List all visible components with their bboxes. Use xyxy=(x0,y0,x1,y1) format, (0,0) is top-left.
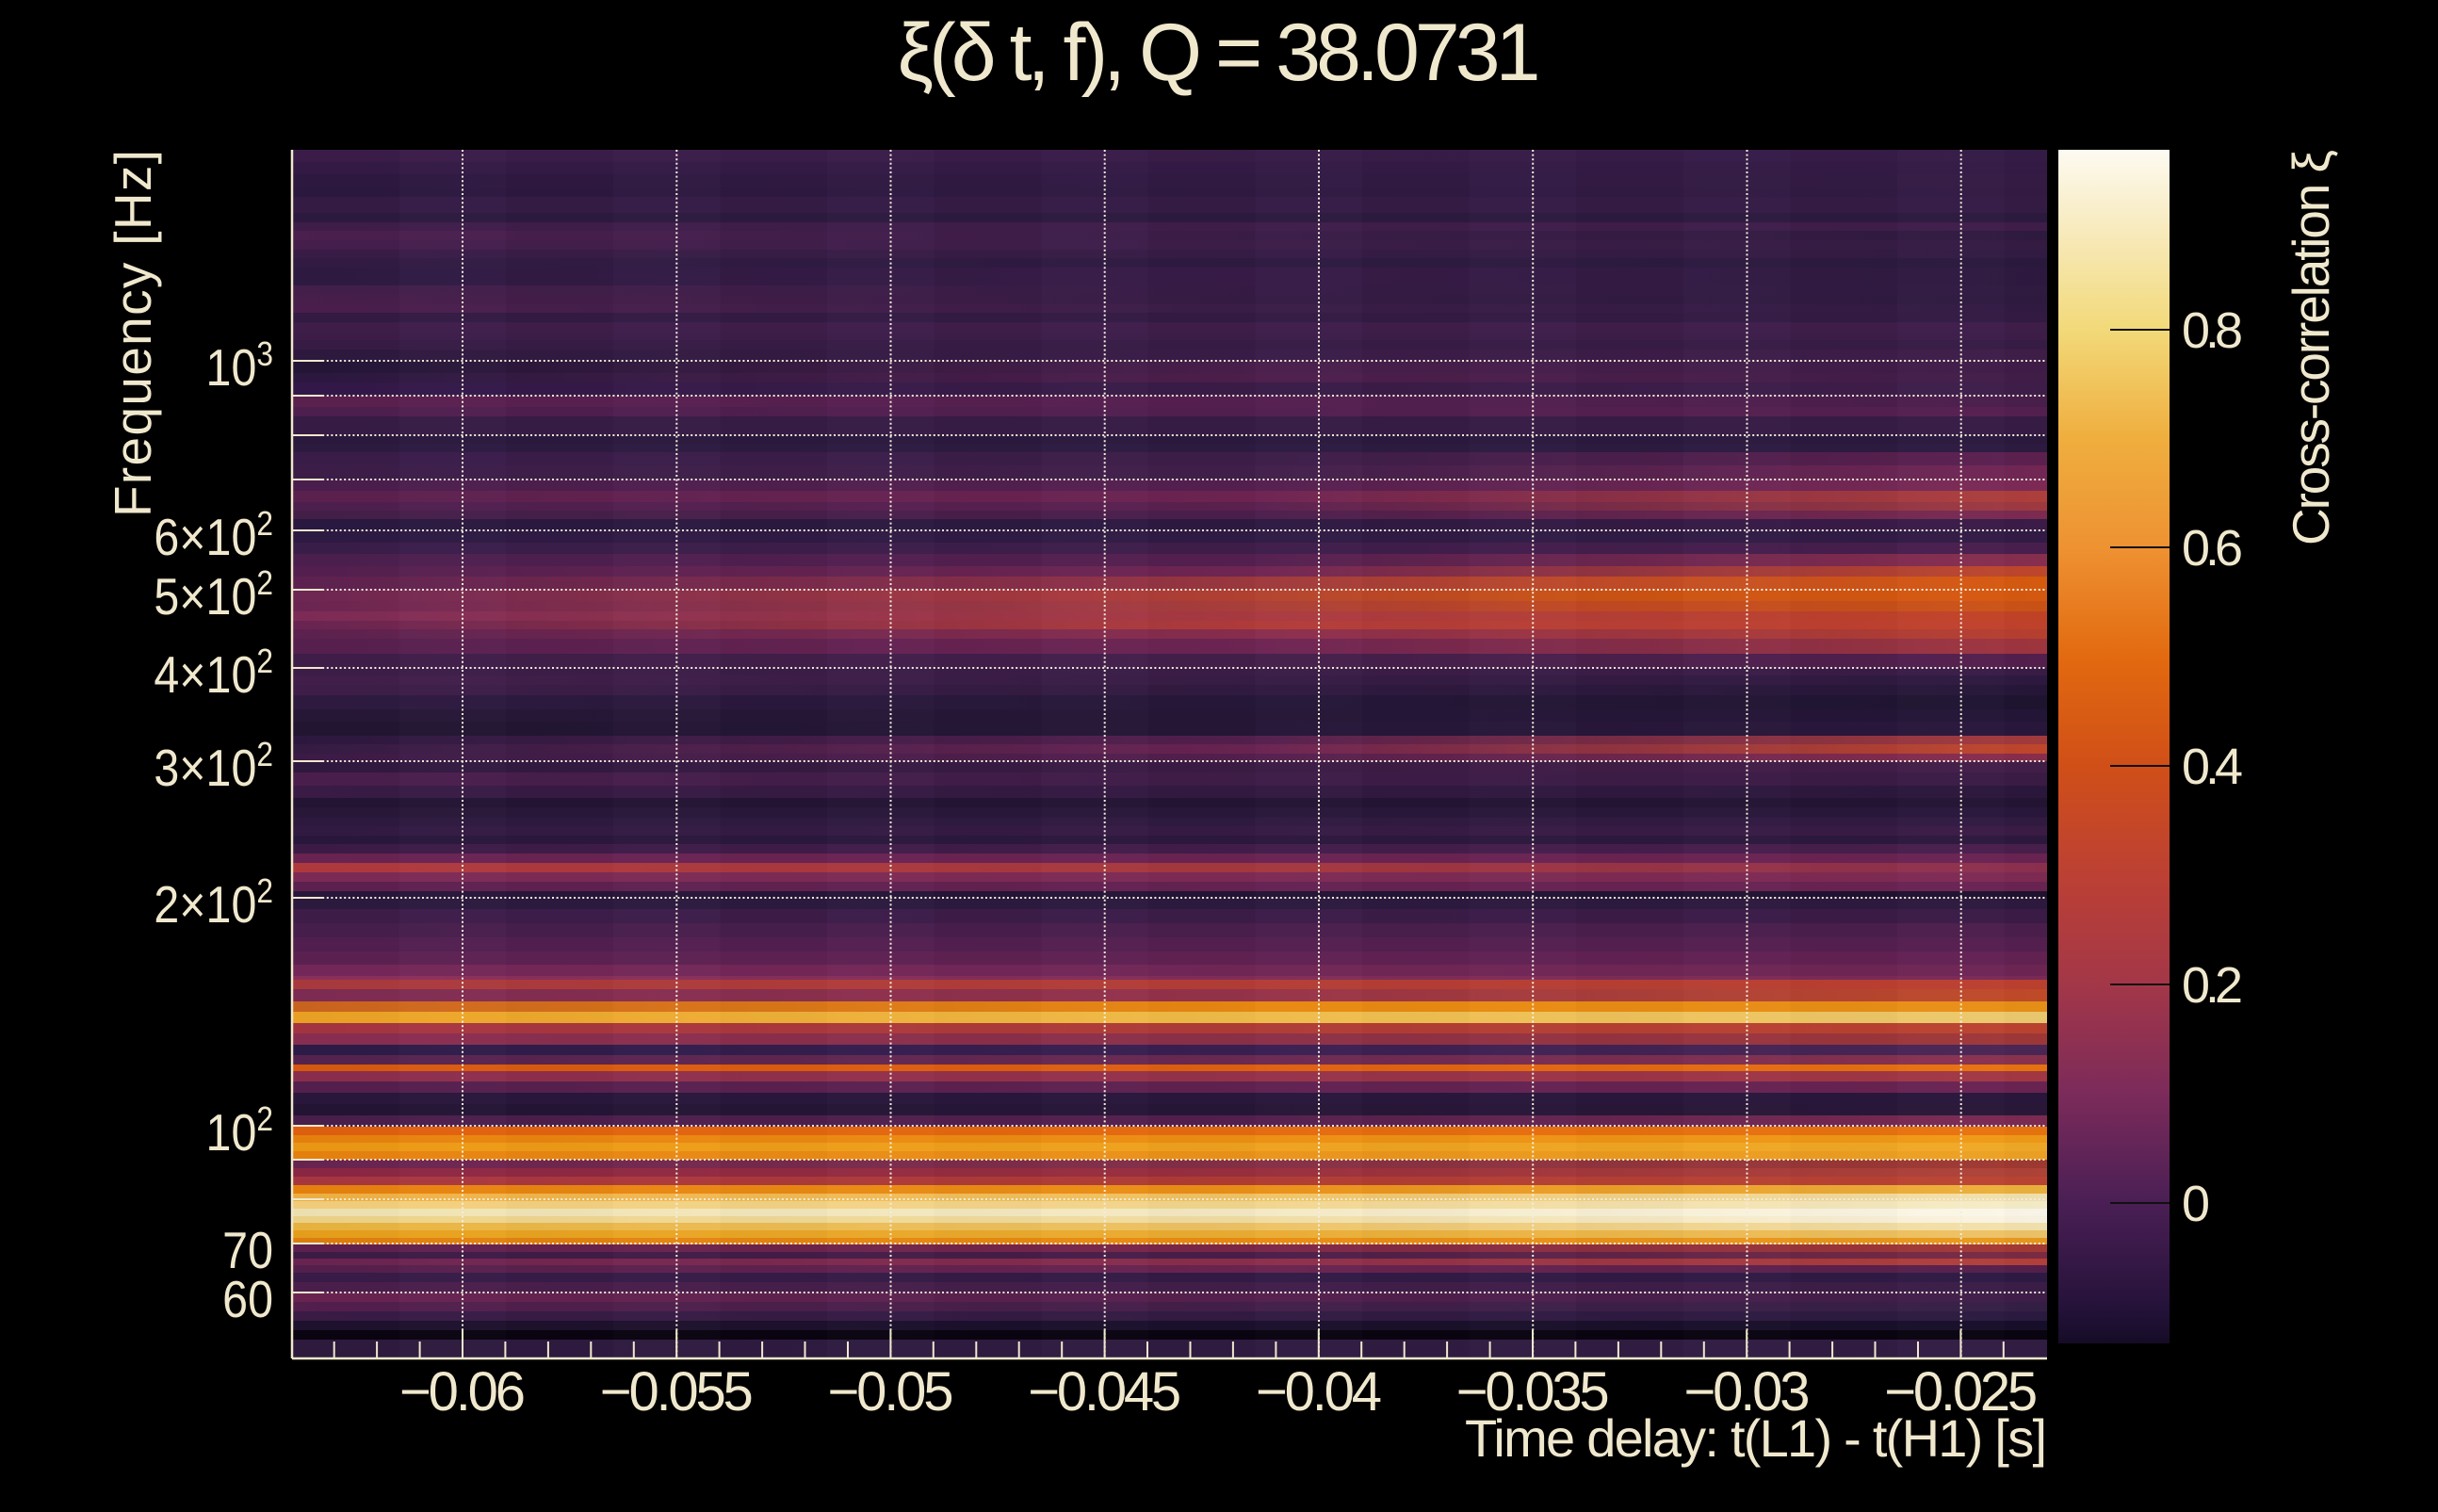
svg-text:0.4: 0.4 xyxy=(2182,739,2243,795)
svg-text:−0.045: −0.045 xyxy=(1028,1361,1181,1423)
svg-text:−0.05: −0.05 xyxy=(828,1361,954,1423)
svg-text:Frequency [Hz]: Frequency [Hz] xyxy=(104,150,162,517)
svg-text:3×102: 3×102 xyxy=(154,736,273,797)
svg-text:6×102: 6×102 xyxy=(154,505,273,566)
svg-text:−0.04: −0.04 xyxy=(1256,1361,1382,1423)
svg-text:102: 102 xyxy=(206,1100,273,1162)
svg-text:4×102: 4×102 xyxy=(154,642,273,704)
svg-text:−0.06: −0.06 xyxy=(399,1361,526,1423)
svg-text:Time delay: t(L1) - t(H1) [s]: Time delay: t(L1) - t(H1) [s] xyxy=(1465,1408,2047,1468)
svg-text:−0.025: −0.025 xyxy=(1884,1361,2038,1423)
svg-text:−0.035: −0.035 xyxy=(1456,1361,1610,1423)
svg-text:0.8: 0.8 xyxy=(2182,302,2243,359)
svg-text:103: 103 xyxy=(206,335,273,397)
svg-text:0: 0 xyxy=(2182,1176,2210,1232)
svg-text:−0.055: −0.055 xyxy=(600,1361,754,1423)
svg-text:−0.03: −0.03 xyxy=(1684,1361,1811,1423)
svg-text:2×102: 2×102 xyxy=(154,872,273,934)
svg-text:0.2: 0.2 xyxy=(2182,957,2243,1014)
svg-text:ξ(δ t, f), Q = 38.0731: ξ(δ t, f), Q = 38.0731 xyxy=(898,8,1541,98)
svg-text:5×102: 5×102 xyxy=(154,564,273,626)
svg-text:0.6: 0.6 xyxy=(2182,520,2243,577)
svg-text:Cross-correlation ξ: Cross-correlation ξ xyxy=(2282,150,2340,545)
svg-text:60: 60 xyxy=(222,1270,273,1328)
svg-text:70: 70 xyxy=(222,1221,273,1279)
